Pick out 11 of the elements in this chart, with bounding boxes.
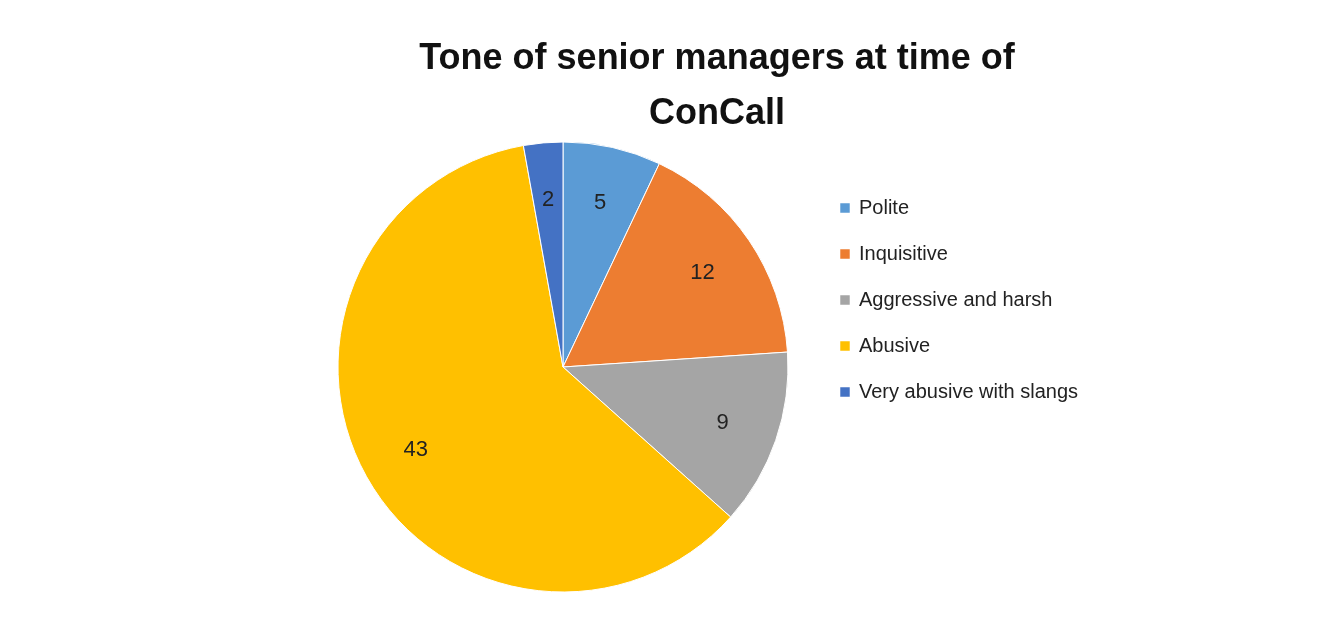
- legend-label: Aggressive and harsh: [859, 288, 1053, 310]
- legend-label: Polite: [859, 196, 910, 218]
- chart-title: Tone of senior managers at time of ConCall: [419, 36, 1016, 132]
- data-label: 43: [403, 436, 428, 462]
- data-label: 9: [716, 408, 729, 434]
- data-label: 2: [541, 185, 555, 211]
- legend-label: Inquisitive: [859, 242, 948, 264]
- legend-label: Very abusive with slangs: [859, 380, 1079, 402]
- data-label: 12: [690, 259, 715, 285]
- legend-label: Abusive: [859, 334, 931, 356]
- data-label: 5: [593, 189, 607, 215]
